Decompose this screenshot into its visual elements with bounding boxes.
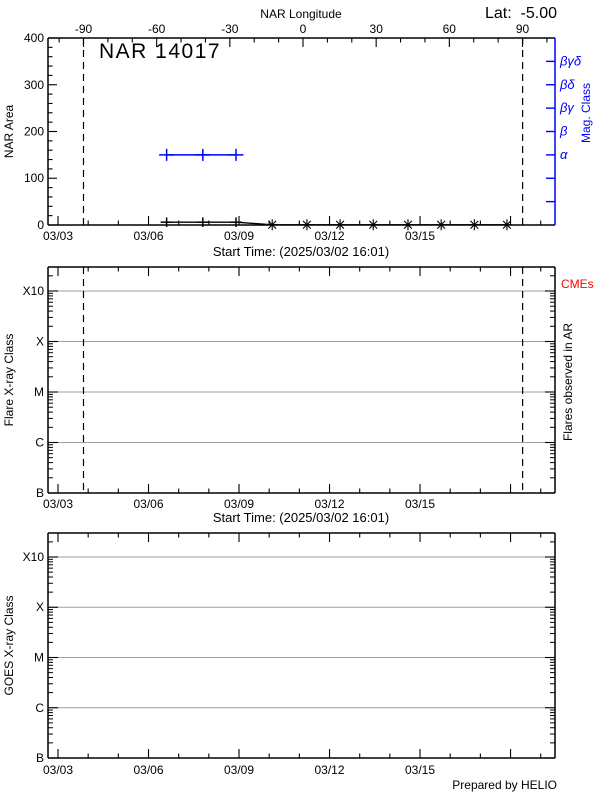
mag-class-tick-label: βγ xyxy=(559,100,575,115)
nar-area-tick-label: 400 xyxy=(24,31,44,45)
nar-area-marker-asterisk xyxy=(368,220,378,230)
start-time-label: Start Time: (2025/03/02 16:01) xyxy=(213,244,389,259)
longitude-tick-label: 0 xyxy=(300,22,307,36)
nar-area-marker-asterisk xyxy=(302,220,312,230)
longitude-tick-label: 30 xyxy=(370,22,384,36)
nar-area-tick-label: 0 xyxy=(37,218,44,232)
mag-class-tick-label: βγδ xyxy=(559,53,582,68)
date-tick-label: 03/03 xyxy=(43,763,73,777)
date-tick-label: 03/12 xyxy=(314,763,344,777)
goes-class-tick-label: X xyxy=(36,600,44,614)
mag-class-tick-label: β xyxy=(559,124,568,139)
date-tick-label: 03/15 xyxy=(405,763,435,777)
nar-area-tick-label: 300 xyxy=(24,78,44,92)
cmes-label: CMEs xyxy=(561,277,594,291)
goes-class-tick-label: M xyxy=(34,651,44,665)
goes-xray-axis-title: GOES X-ray Class xyxy=(2,595,16,695)
nar-area-marker-asterisk xyxy=(335,220,345,230)
flare-class-tick-label: X10 xyxy=(23,284,45,298)
date-tick-label: 03/12 xyxy=(314,229,344,243)
date-tick-label: 03/03 xyxy=(43,229,73,243)
flare-xray-axis-title: Flare X-ray Class xyxy=(2,334,16,427)
nar-area-marker-asterisk xyxy=(436,220,446,230)
date-tick-label: 03/15 xyxy=(405,229,435,243)
nar-area-marker-asterisk xyxy=(267,220,277,230)
date-tick-label: 03/06 xyxy=(133,229,163,243)
start-time-label: Start Time: (2025/03/02 16:01) xyxy=(213,510,389,525)
flare-class-tick-label: B xyxy=(36,486,44,500)
date-tick-label: 03/06 xyxy=(133,497,163,511)
nar-area-marker-asterisk xyxy=(470,220,479,230)
flare-class-tick-label: X xyxy=(36,335,44,349)
date-tick-label: 03/03 xyxy=(43,497,73,511)
date-tick-label: 03/09 xyxy=(224,763,254,777)
panel-title: NAR 14017 xyxy=(99,40,221,63)
goes-class-tick-label: C xyxy=(35,701,44,715)
date-tick-label: 03/06 xyxy=(133,763,163,777)
goes-class-tick-label: B xyxy=(36,751,44,765)
mag-class-tick-label: α xyxy=(560,147,568,162)
longitude-tick-label: -60 xyxy=(148,22,166,36)
mag-class-axis-title: Mag. Class xyxy=(579,83,593,143)
plot-geometry-layer xyxy=(47,37,556,759)
credit-label: Prepared by HELIO xyxy=(452,778,557,792)
lat-label: Lat: -5.00 xyxy=(485,5,557,22)
date-tick-label: 03/12 xyxy=(314,497,344,511)
date-tick-label: 03/09 xyxy=(224,497,254,511)
flare-class-tick-label: C xyxy=(35,436,44,450)
longitude-tick-label: -30 xyxy=(221,22,239,36)
longitude-tick-label: 90 xyxy=(516,22,530,36)
flares-observed-label: Flares observed in AR xyxy=(561,323,575,441)
date-tick-label: 03/09 xyxy=(224,229,254,243)
nar-area-tick-label: 200 xyxy=(24,125,44,139)
mag-class-tick-label: βδ xyxy=(559,77,575,92)
nar-area-marker-asterisk xyxy=(502,220,512,230)
nar-area-marker-asterisk xyxy=(403,220,413,230)
nar-area-axis-title: NAR Area xyxy=(2,104,16,158)
flare-class-tick-label: M xyxy=(34,385,44,399)
nar-longitude-axis-title: NAR Longitude xyxy=(260,7,342,21)
goes-class-tick-label: X10 xyxy=(23,550,45,564)
longitude-tick-label: 60 xyxy=(443,22,457,36)
nar-area-tick-label: 100 xyxy=(24,171,44,185)
date-tick-label: 03/15 xyxy=(405,497,435,511)
longitude-tick-label: -90 xyxy=(75,22,93,36)
